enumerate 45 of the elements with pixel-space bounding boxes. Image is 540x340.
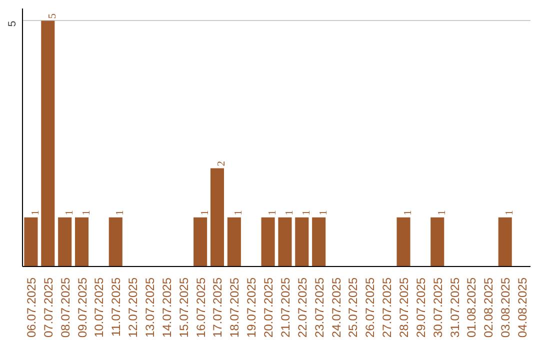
x-tick-label: 26.07.2025: [363, 277, 378, 338]
x-tick-label: 27.07.2025: [380, 277, 394, 338]
x-tick-label: 18.07.2025: [228, 277, 242, 338]
x-tick-label: 22.07.2025: [295, 277, 310, 338]
data-label: 1: [234, 210, 245, 216]
x-tick-label: 10.07.2025: [92, 277, 106, 338]
x-tick-label: 14.07.2025: [160, 277, 174, 338]
data-label: 1: [64, 210, 76, 216]
x-tick-label: 19.07.2025: [244, 277, 259, 338]
x-tick-label: 01.08.2025: [464, 277, 479, 338]
data-label: 1: [403, 210, 414, 216]
x-tick-label: 16.07.2025: [194, 277, 208, 338]
data-label: 5: [47, 13, 58, 19]
x-tick-label: 06.07.2025: [24, 277, 38, 338]
data-label: 2: [216, 160, 228, 166]
data-label: 1: [268, 210, 279, 216]
x-tick-label: 07.07.2025: [41, 277, 56, 338]
x-tick-label: 03.08.2025: [498, 277, 513, 338]
data-label: 1: [81, 210, 92, 216]
data-label: 1: [284, 210, 296, 216]
x-tick-label: 08.07.2025: [58, 277, 72, 338]
x-tick-label: 23.07.2025: [312, 277, 326, 338]
data-label: 1: [436, 210, 448, 216]
data-label: 1: [301, 210, 312, 216]
x-tick-label: 29.07.2025: [414, 277, 428, 338]
x-tick-label: 17.07.2025: [210, 277, 225, 338]
x-tick-label: 28.07.2025: [397, 277, 411, 338]
x-tick-label: 31.07.2025: [448, 277, 462, 338]
x-tick-label: 02.08.2025: [482, 277, 496, 338]
x-tick-label: 20.07.2025: [262, 277, 276, 338]
x-tick-label: 30.07.2025: [430, 277, 445, 338]
x-tick-label: 13.07.2025: [143, 277, 157, 338]
data-label: 1: [30, 210, 42, 216]
x-tick-label: 24.07.2025: [329, 277, 344, 338]
data-label: 1: [504, 210, 516, 216]
x-tick-label: 04.08.2025: [516, 277, 530, 338]
x-tick-label: 21.07.2025: [278, 277, 292, 338]
x-tick-label: 09.07.2025: [75, 277, 90, 338]
x-tick-label: 25.07.2025: [346, 277, 360, 338]
data-label: 1: [318, 210, 330, 216]
data-label: 1: [115, 210, 126, 216]
data-label: 1: [200, 210, 211, 216]
x-tick-label: 15.07.2025: [176, 277, 191, 338]
x-tick-label: 11.07.2025: [109, 277, 124, 337]
x-tick-label: 12.07.2025: [126, 277, 140, 338]
